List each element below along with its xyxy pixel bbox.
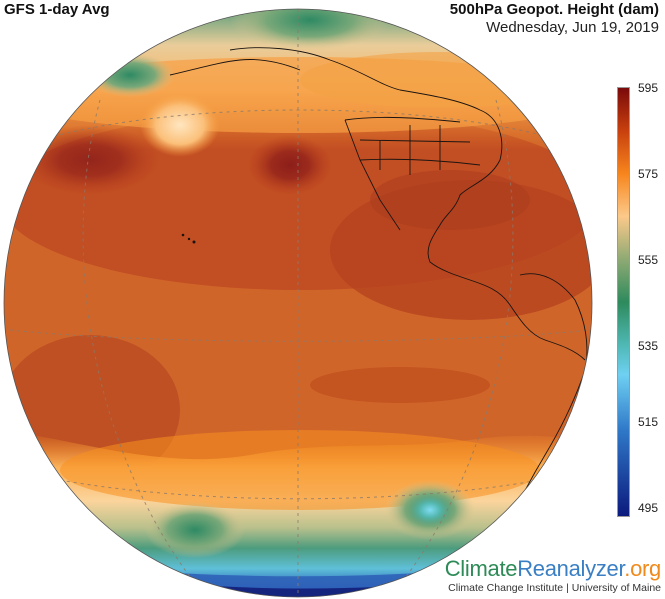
colorbar-tick: 515 [638,415,659,429]
globe-map [3,8,593,598]
climate-reanalyzer-logo[interactable]: ClimateReanalyzer.org Climate Change Ins… [444,556,662,595]
variable-title: 500hPa Geopot. Height (dam) [449,1,659,18]
colorbar-tick: 495 [638,501,659,515]
colorbar-tick: 555 [638,253,659,267]
graticule [9,9,591,597]
title-block: 500hPa Geopot. Height (dam) Wednesday, J… [450,1,659,37]
colorbar-tick: 595 [638,81,659,95]
colorbar-tick: 575 [638,167,659,181]
colorbar-tick: 535 [638,339,659,353]
model-title: GFS 1-day Avg [4,1,110,18]
institution-label: Climate Change Institute | University of… [448,582,661,594]
date-label: Wednesday, Jun 19, 2019 [486,19,659,36]
globe-outline [3,8,593,598]
colorbar [617,87,630,517]
hawaii-islands [181,233,196,244]
globe-surface [4,9,592,597]
brand-name: ClimateReanalyzer.org [444,556,662,581]
